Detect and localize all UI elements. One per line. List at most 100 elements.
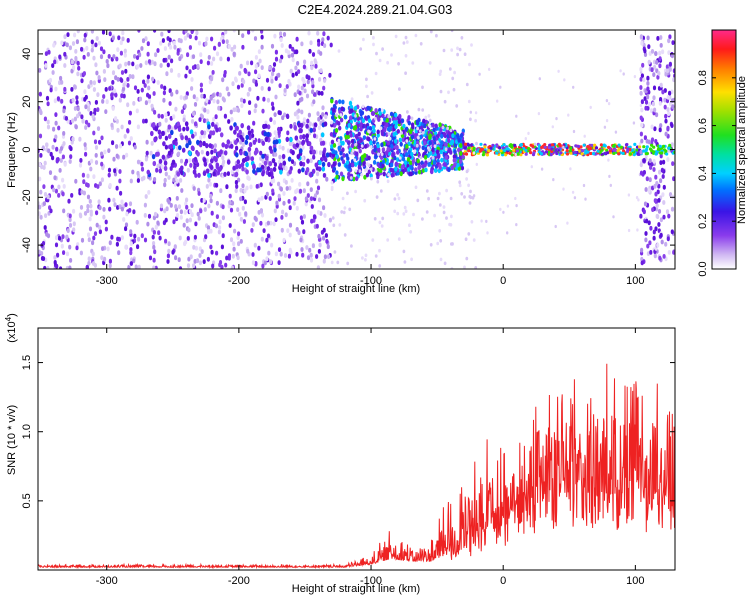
spectrogram-cell [234, 172, 238, 178]
spectrogram-cell [421, 131, 425, 135]
spectrogram-cell [196, 139, 200, 145]
spectrogram-cell [209, 244, 213, 250]
spectrogram-cell [97, 199, 101, 205]
spectrogram-cell [671, 104, 675, 109]
spectrogram-cell [173, 44, 177, 50]
spectrogram-cell [166, 253, 170, 259]
spectrogram-cell [644, 231, 648, 236]
spectrogram-cell [646, 94, 650, 100]
spectrogram-cell [211, 130, 216, 136]
spectrogram-cell [452, 87, 456, 92]
spectrogram-cell [362, 161, 366, 166]
spectrogram-cell [648, 51, 652, 56]
spectrogram-cell [131, 61, 135, 67]
spectrogram-cell [572, 85, 575, 89]
spectrogram-cell [202, 259, 206, 264]
spectrogram-cell [330, 139, 335, 145]
spectrogram-cell [272, 221, 276, 227]
spectrogram-cell [162, 97, 166, 103]
spectrogram-cell [569, 151, 573, 155]
spectrogram-cell [539, 152, 544, 156]
spectrogram-cell [221, 39, 225, 44]
spectrogram-cell [458, 180, 462, 184]
spectrogram-cell [647, 44, 651, 49]
spectrogram-cell [265, 191, 269, 197]
spectrogram-cell [658, 255, 662, 261]
spectrogram-cell [403, 205, 407, 210]
spectrogram-cell [164, 112, 168, 118]
spectrogram-cell [279, 186, 283, 192]
spectrogram-cell [644, 187, 648, 192]
spectrogram-cell [329, 132, 334, 137]
spectrogram-cell [662, 159, 666, 165]
spectrogram-cell [73, 84, 77, 90]
spectrogram-cell [288, 205, 292, 211]
spectrogram-cell [352, 176, 356, 182]
spectrogram-cell [70, 68, 74, 74]
spectrogram-cell [54, 134, 58, 140]
spectrogram-cell [267, 171, 272, 177]
spectrogram-cell [224, 143, 229, 149]
spectrogram-cell [199, 59, 203, 64]
spectrogram-cell [665, 64, 670, 70]
spectrogram-cell [573, 150, 577, 154]
spectrogram-cell [307, 112, 311, 118]
spectrogram-cell [72, 221, 76, 227]
spectrogram-cell [188, 150, 192, 156]
spectrogram-cell [167, 175, 171, 180]
spectrogram-cell [638, 145, 642, 149]
spectrogram-cell [209, 130, 213, 136]
spectrogram-cell [460, 36, 464, 40]
spectrogram-cell [656, 36, 660, 41]
spectrogram-cell [105, 99, 109, 105]
spectrogram-cell [348, 100, 353, 106]
spectrogram-cell [438, 72, 442, 76]
spectrogram-cell [121, 30, 125, 36]
spectrogram-cell [315, 254, 319, 259]
spectrogram-cell [659, 232, 663, 238]
spectrogram-cell [62, 184, 66, 189]
spectrogram-cell [273, 112, 277, 117]
spectrogram-cell [238, 129, 242, 135]
spectrogram-cell [306, 158, 310, 164]
spectrogram-cell [297, 108, 301, 114]
spectrogram-cell [88, 226, 93, 232]
spectrogram-cell [288, 247, 292, 253]
spectrogram-cell [428, 61, 432, 65]
spectrogram-cell [93, 231, 98, 237]
spectrogram-cell [411, 61, 415, 65]
spectrogram-cell [124, 202, 128, 208]
spectrogram-cell [378, 264, 382, 268]
spectrogram-cell [309, 252, 313, 258]
spectrogram-cell [295, 49, 299, 55]
spectrogram-cell [98, 229, 102, 235]
spectrogram-cell [195, 96, 199, 102]
spectrogram-cell [418, 134, 423, 140]
spectrogram-cell [351, 162, 355, 168]
spectrogram-cell [367, 106, 372, 111]
spectrogram-cell [378, 110, 382, 116]
spectrogram-cell [120, 93, 124, 99]
spectrogram-cell [671, 161, 675, 167]
spectrogram-cell [87, 232, 91, 238]
spectrogram-cell [180, 165, 184, 171]
spectrogram-cell [661, 89, 665, 95]
spectrogram-cell [619, 145, 624, 149]
spectrogram-cell [403, 167, 408, 173]
spectrogram-cell [309, 187, 313, 193]
spectrogram-cell [530, 165, 533, 169]
spectrogram-cell [115, 56, 119, 62]
spectrogram-cell [296, 61, 300, 66]
spectrogram-cell [124, 61, 128, 67]
spectrogram-cell [427, 162, 431, 168]
spectrogram-cell [311, 80, 315, 85]
spectrogram-cell [436, 196, 440, 201]
spectrogram-cell [668, 67, 672, 72]
spectrogram-cell [192, 186, 196, 191]
spectrogram-cell [333, 250, 337, 254]
spectrogram-cell [655, 112, 659, 118]
spectrogram-cell [379, 168, 383, 174]
spectrogram-cell [245, 169, 249, 175]
spectrogram-cell [227, 44, 232, 49]
